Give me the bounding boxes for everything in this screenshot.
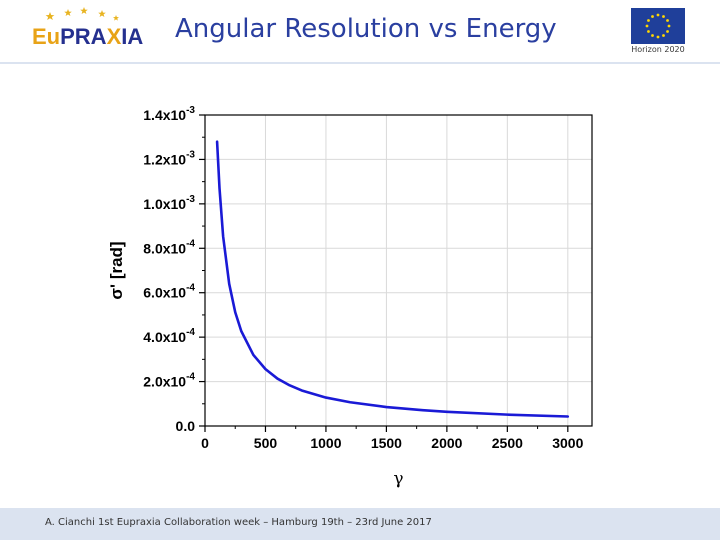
eu-star — [645, 24, 649, 28]
eu-star — [662, 34, 665, 37]
series-line — [215, 140, 570, 418]
logo-text: EuPRAXIA — [32, 24, 143, 49]
x-tick-label: 1000 — [310, 435, 341, 451]
y-tick-label: 8.0x10-4 — [143, 238, 195, 256]
x-tick-label: 0 — [201, 435, 209, 451]
x-tick-label: 3000 — [552, 435, 583, 451]
y-tick-label: 0.0 — [176, 418, 196, 434]
footer-text: A. Cianchi 1st Eupraxia Collaboration we… — [45, 517, 432, 528]
eupraxia-logo: EuPRAXIA — [32, 7, 143, 49]
footer: A. Cianchi 1st Eupraxia Collaboration we… — [0, 508, 720, 540]
y-tick-label: 1.0x10-3 — [143, 194, 195, 212]
eu-star — [647, 19, 650, 22]
y-tick-label: 6.0x10-4 — [143, 283, 195, 301]
logo-stars-icon — [45, 7, 119, 21]
eu-star — [667, 24, 671, 28]
x-axis-label: γ — [393, 469, 403, 489]
header: EuPRAXIA Angular Resolution vs Energy Ho… — [0, 0, 720, 64]
angular-resolution-chart: 0 500 1000 1500 2000 2500 3000 0.0 2.0x10-4 4.0x1… — [107, 105, 593, 489]
y-tick-label: 1.4x10-3 — [143, 105, 195, 123]
plot-frame — [204, 114, 593, 427]
eu-star — [662, 15, 665, 18]
eu-star — [651, 15, 654, 18]
x-tick-label: 500 — [254, 435, 278, 451]
x-tick-label: 2500 — [492, 435, 523, 451]
eu-star — [656, 13, 660, 17]
x-tick-label: 1500 — [371, 435, 402, 451]
eu-star — [647, 30, 650, 33]
eu-star — [651, 34, 654, 37]
header-divider — [0, 62, 720, 64]
eu-flag-caption: Horizon 2020 — [631, 45, 685, 54]
eu-star — [666, 19, 669, 22]
y-tick-label: 4.0x10-4 — [143, 327, 195, 345]
y-axis-label: σ' [rad] — [107, 241, 126, 299]
eu-star — [656, 35, 660, 39]
y-tick-label: 2.0x10-4 — [143, 372, 195, 390]
eu-star — [666, 30, 669, 33]
eu-stars-icon — [645, 13, 671, 39]
page-title: Angular Resolution vs Energy — [175, 14, 557, 44]
eu-flag-icon — [631, 8, 685, 44]
y-tick-label: 1.2x10-3 — [143, 149, 195, 167]
x-tick-label: 2000 — [431, 435, 462, 451]
